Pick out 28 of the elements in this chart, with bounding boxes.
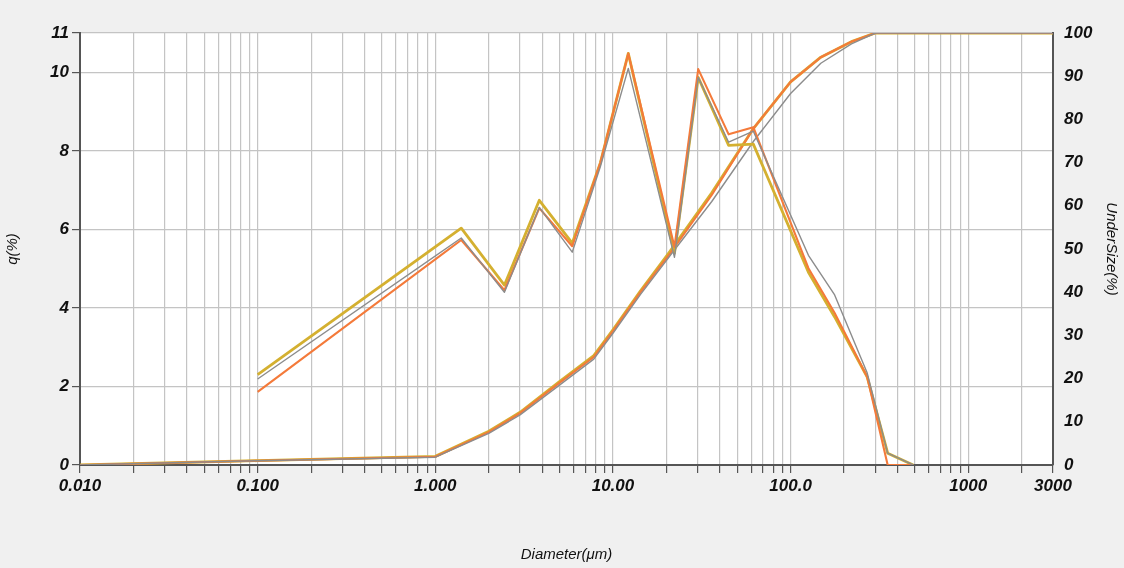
y2-tick-label: 50 bbox=[1064, 238, 1084, 258]
y-tick-label: 6 bbox=[59, 219, 70, 239]
y2-axis-title: UnderSize(%) bbox=[1103, 202, 1121, 296]
y2-tick-label: 0 bbox=[1064, 454, 1074, 474]
y2-tick-label: 20 bbox=[1063, 368, 1084, 388]
y2-tick-label: 90 bbox=[1064, 65, 1084, 85]
x-tick-label: 0.100 bbox=[236, 475, 280, 495]
y2-tick-label: 10 bbox=[1064, 411, 1084, 431]
y2-tick-label: 60 bbox=[1064, 195, 1084, 215]
x-axis-title: Diameter(μm) bbox=[520, 545, 613, 563]
y2-tick-label: 80 bbox=[1064, 109, 1084, 129]
x-tick-label: 1.000 bbox=[414, 475, 458, 495]
y2-tick-label: 100 bbox=[1064, 22, 1093, 42]
y2-tick-label: 70 bbox=[1064, 152, 1084, 172]
y-tick-label: 2 bbox=[58, 376, 70, 396]
y-tick-label: 0 bbox=[59, 454, 70, 474]
x-tick-label: 3000 bbox=[1034, 475, 1073, 495]
y-tick-label: 8 bbox=[59, 140, 70, 160]
x-tick-label: 0.010 bbox=[58, 475, 102, 495]
y-tick-label: 11 bbox=[51, 22, 69, 42]
y-tick-label: 10 bbox=[50, 61, 70, 81]
x-tick-label: 10.00 bbox=[591, 475, 635, 495]
y-axis-title: q(%) bbox=[3, 233, 21, 265]
y-tick-label: 4 bbox=[58, 297, 70, 317]
y2-tick-label: 40 bbox=[1063, 281, 1084, 301]
x-tick-label: 100.0 bbox=[769, 475, 813, 495]
x-tick-label: 1000 bbox=[949, 475, 988, 495]
y2-tick-label: 30 bbox=[1064, 325, 1084, 345]
